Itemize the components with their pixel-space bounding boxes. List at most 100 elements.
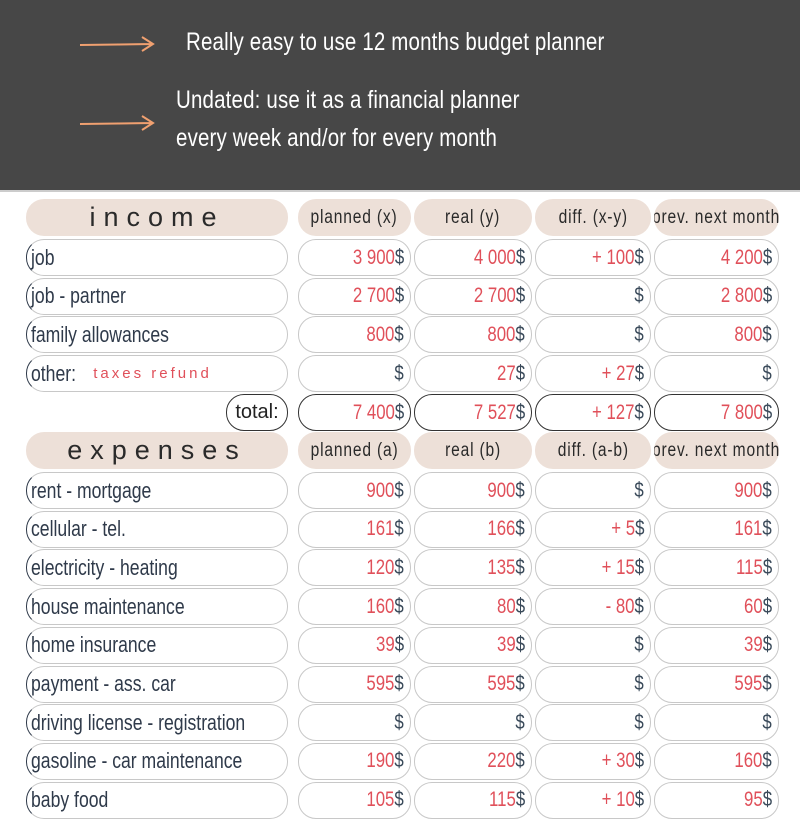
amount-field[interactable]: 135$ — [414, 549, 532, 587]
amount-field[interactable]: 160$ — [654, 742, 779, 780]
amount-value: 115$ — [489, 788, 525, 812]
amount-field[interactable]: 39$ — [654, 626, 779, 664]
amount-value: 39$ — [744, 633, 772, 657]
amount-field[interactable]: 166$ — [414, 510, 532, 548]
amount-field[interactable]: + 100$ — [535, 239, 651, 276]
row-label-field[interactable]: payment - ass. car — [26, 665, 288, 703]
amount-field[interactable]: 800$ — [298, 316, 411, 354]
amount-field[interactable]: 4 200$ — [654, 239, 779, 276]
amount-field[interactable]: 190$ — [298, 742, 411, 780]
amount-field[interactable]: $ — [298, 704, 411, 742]
row-label-field[interactable]: job - partner — [26, 277, 288, 315]
amount-value: 161$ — [367, 517, 404, 541]
amount-field[interactable]: $ — [298, 355, 411, 393]
amount-field[interactable]: 595$ — [654, 665, 779, 703]
currency-symbol: $ — [515, 594, 525, 618]
amount-field[interactable]: $ — [535, 472, 651, 509]
amount-field[interactable]: 220$ — [414, 742, 532, 780]
amount-number: 2 700 — [473, 284, 516, 308]
currency-symbol: $ — [394, 710, 404, 734]
row-label: home insurance — [31, 632, 157, 658]
amount-field[interactable]: 800$ — [654, 316, 779, 354]
amount-field[interactable]: $ — [535, 626, 651, 664]
currency-symbol: $ — [394, 672, 404, 695]
amount-field[interactable]: 39$ — [298, 626, 411, 664]
amount-number: 900 — [366, 478, 395, 502]
amount-field[interactable]: 595$ — [298, 665, 411, 703]
amount-field[interactable]: $ — [535, 704, 651, 742]
currency-symbol: $ — [634, 555, 644, 579]
amount-value: 2 700$ — [353, 284, 404, 308]
amount-field[interactable]: 2 700$ — [298, 277, 411, 315]
amount-field[interactable]: 3 900$ — [298, 239, 411, 276]
column-header-label: planned (x) — [311, 207, 398, 228]
row-label-field[interactable]: home insurance — [26, 626, 288, 664]
amount-field[interactable]: $ — [654, 704, 779, 742]
amount-field[interactable]: 161$ — [654, 510, 779, 548]
amount-field[interactable]: 4 000$ — [414, 239, 532, 276]
amount-field[interactable]: 105$ — [298, 781, 411, 819]
amount-field[interactable]: + 5$ — [535, 510, 651, 548]
amount-field[interactable]: 7 800$ — [654, 394, 779, 431]
amount-field[interactable]: $ — [535, 277, 651, 315]
currency-symbol: $ — [515, 517, 525, 541]
currency-symbol: $ — [762, 749, 772, 773]
row-label-field[interactable]: driving license - registration — [26, 704, 288, 742]
amount-field[interactable]: + 15$ — [535, 549, 651, 587]
amount-number: 800 — [366, 322, 395, 346]
amount-field[interactable]: - 80$ — [535, 588, 651, 626]
row-label-field[interactable]: cellular - tel. — [26, 510, 288, 548]
amount-field[interactable]: $ — [414, 704, 532, 742]
amount-field[interactable]: $ — [535, 665, 651, 703]
amount-field[interactable]: 80$ — [414, 588, 532, 626]
currency-symbol: $ — [762, 478, 772, 502]
amount-field[interactable]: 161$ — [298, 510, 411, 548]
amount-field[interactable]: $ — [654, 355, 779, 393]
amount-value: - 80$ — [606, 595, 644, 619]
amount-field[interactable]: + 30$ — [535, 742, 651, 780]
amount-number: 161 — [734, 517, 763, 541]
amount-field[interactable]: 60$ — [654, 588, 779, 626]
row-label-field[interactable]: family allowances — [26, 316, 288, 354]
amount-field[interactable]: 595$ — [414, 665, 532, 703]
amount-field[interactable]: 120$ — [298, 549, 411, 587]
row-label-field[interactable]: other: taxes refund — [26, 355, 288, 393]
amount-field[interactable]: 900$ — [414, 472, 532, 509]
amount-field[interactable]: + 127$ — [535, 394, 651, 431]
expenses-row: baby food 105$ 115$ + 10$ 95$ — [0, 781, 800, 819]
row-label-field[interactable]: gasoline - car maintenance — [26, 742, 288, 780]
amount-field[interactable]: 27$ — [414, 355, 532, 393]
amount-field[interactable]: + 10$ — [535, 781, 651, 819]
row-label-field[interactable]: rent - mortgage — [26, 472, 288, 509]
amount-field[interactable]: 115$ — [414, 781, 532, 819]
amount-field[interactable]: 115$ — [654, 549, 779, 587]
row-label-field[interactable]: house maintenance — [26, 588, 288, 626]
row-label-field[interactable]: electricity - heating — [26, 549, 288, 587]
total-label: total: — [226, 394, 288, 431]
amount-field[interactable]: $ — [535, 316, 651, 354]
amount-number: 160 — [734, 749, 763, 773]
currency-symbol: $ — [762, 361, 772, 385]
amount-field[interactable]: 7 400$ — [298, 394, 411, 431]
amount-field[interactable]: 7 527$ — [414, 394, 532, 431]
amount-field[interactable]: 2 800$ — [654, 277, 779, 315]
amount-field[interactable]: 800$ — [414, 316, 532, 354]
amount-field[interactable]: 900$ — [654, 472, 779, 509]
amount-field[interactable]: 95$ — [654, 781, 779, 819]
amount-field[interactable]: 900$ — [298, 472, 411, 509]
row-label: job — [31, 244, 55, 270]
amount-value: 900$ — [735, 479, 772, 503]
row-label: baby food — [31, 787, 109, 813]
row-label-field[interactable]: job — [26, 239, 288, 276]
amount-field[interactable]: + 27$ — [535, 355, 651, 393]
row-label: electricity - heating — [31, 554, 178, 580]
amount-field[interactable]: 39$ — [414, 626, 532, 664]
amount-value: 160$ — [367, 595, 404, 619]
currency-symbol: $ — [634, 710, 644, 734]
amount-field[interactable]: 2 700$ — [414, 277, 532, 315]
amount-value: 7 400$ — [353, 401, 404, 425]
expenses-row: rent - mortgage 900$ 900$ $900$ — [0, 472, 800, 509]
amount-number: - 80 — [605, 594, 635, 618]
amount-field[interactable]: 160$ — [298, 588, 411, 626]
row-label-field[interactable]: baby food — [26, 781, 288, 819]
